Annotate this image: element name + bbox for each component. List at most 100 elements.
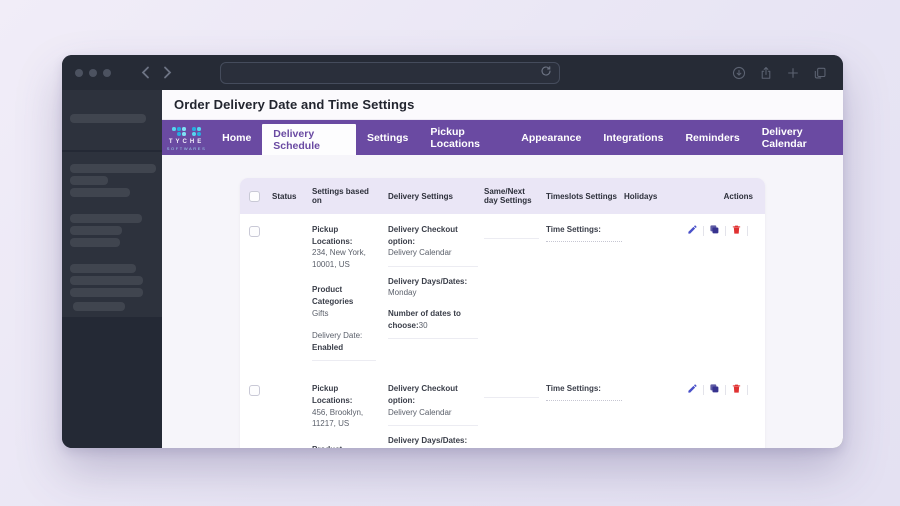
new-tab-icon[interactable] [786,66,800,80]
delivery-days-value: Monday [388,288,417,298]
tyche-logo-word: TYCHE [168,138,205,145]
nav-tab-delivery-calendar[interactable]: Delivery Calendar [761,125,807,150]
toggle-knob [260,226,270,236]
duplicate-pages-icon [709,224,720,235]
duplicate-button[interactable] [709,383,720,394]
num-dates-label: Number of dates to choose: [388,308,461,330]
delivery-settings-cell: Delivery Checkout option: Delivery Calen… [388,383,484,448]
duplicate-pages-icon [709,383,720,394]
share-icon[interactable] [759,66,773,80]
checkout-option-value: Delivery Calendar [388,407,452,417]
delivery-date-value: Enabled [312,342,344,352]
delivery-schedules-table: Status Settings based on Delivery Settin… [240,178,765,448]
nav-tab-settings[interactable]: Settings [366,131,409,144]
table-row: Pickup Locations: 456, Brooklyn, 11217, … [240,373,765,448]
sidebar-skeleton-item [70,188,130,197]
sidebar-section-top [62,90,162,152]
checkout-option-label: Delivery Checkout option: [388,384,458,405]
timeslots-cell: Time Settings: [546,224,624,361]
back-icon[interactable] [141,66,150,79]
duplicate-button[interactable] [709,224,720,235]
window-close-button[interactable] [75,68,83,77]
delivery-days-label: Delivery Days/Dates: [388,436,468,446]
delete-trash-icon [731,224,742,235]
row-checkbox[interactable] [249,226,260,237]
header-actions: Actions [723,191,753,201]
content-area: Status Settings based on Delivery Settin… [162,155,843,448]
header-same-next-day: Same/Next day Settings [484,187,532,205]
cell-divider [388,265,478,267]
timeslots-cell: Time Settings: [546,383,624,448]
tyche-logo: TYCHE SOFTWARES [162,120,211,155]
delete-button[interactable] [731,383,742,394]
nav-tab-pickup-locations[interactable]: Pickup Locations [430,125,480,150]
action-separator [747,385,748,396]
select-all-checkbox[interactable] [249,190,260,202]
action-separator [747,226,748,236]
edit-pencil-icon [687,383,698,394]
nav-tab-home[interactable]: Home [222,131,252,144]
row-actions [680,224,765,361]
admin-main: Order Delivery Date and Time Settings TY… [162,90,843,448]
table-header-row: Status Settings based on Delivery Settin… [240,178,765,214]
window-maximize-button[interactable] [103,68,111,77]
tab-overview-icon[interactable] [813,66,827,80]
browser-titlebar [62,55,843,90]
nav-tab-appearance[interactable]: Appearance [521,131,582,144]
sidebar-skeleton-item [70,226,122,235]
table-row: Pickup Locations: 234, New York, 10001, … [240,214,765,373]
product-categories-label: Product Categories [312,285,354,306]
sidebar-skeleton-item [70,114,146,123]
row-checkbox[interactable] [249,385,260,397]
admin-sidebar [62,90,162,448]
action-separator [703,226,704,236]
browser-window: Order Delivery Date and Time Settings TY… [62,55,843,448]
time-settings-label: Time Settings: [546,384,601,394]
delivery-days-label: Delivery Days/Dates: [388,276,468,286]
empty-field-line [484,397,539,399]
action-separator [725,385,726,396]
download-icon[interactable] [732,66,746,80]
browser-nav-arrows [141,66,172,79]
nav-tab-reminders[interactable]: Reminders [685,131,740,144]
sidebar-skeleton-item [70,264,136,273]
header-settings-based-on: Settings based on [312,187,369,205]
delivery-date-label: Delivery Date: [312,331,363,341]
tyche-logo-dots-icon [172,127,202,137]
browser-toolbar-icons [732,66,827,80]
edit-button[interactable] [687,224,698,235]
empty-field-dotted-line [546,240,622,242]
time-settings-label: Time Settings: [546,225,601,234]
checkout-option-label: Delivery Checkout option: [388,225,458,246]
page-title: Order Delivery Date and Time Settings [174,97,415,112]
header-status: Status [272,191,297,201]
forward-icon[interactable] [163,66,172,79]
delete-trash-icon [731,383,742,394]
nav-tab-integrations[interactable]: Integrations [603,131,664,144]
window-controls[interactable] [75,68,111,77]
plugin-nav-bar: TYCHE SOFTWARES Home Delivery Schedule S… [162,120,843,155]
delete-button[interactable] [731,224,742,235]
pickup-locations-value: 234, New York, 10001, US [312,248,366,269]
pickup-locations-value: 456, Brooklyn, 11217, US [312,407,364,429]
address-bar[interactable] [220,61,560,84]
action-separator [725,226,726,236]
same-next-day-cell [484,383,546,448]
sidebar-skeleton-item [70,238,120,247]
sidebar-skeleton-item [70,214,142,223]
nav-tab-delivery-schedule[interactable]: Delivery Schedule [262,124,356,155]
same-next-day-cell [484,224,546,361]
product-categories-value: Gifts [312,308,329,318]
header-delivery-settings: Delivery Settings [388,191,453,201]
sidebar-skeleton-item [70,288,143,297]
header-holidays: Holidays [624,191,658,201]
refresh-icon[interactable] [540,64,552,82]
cell-divider [312,360,376,362]
window-minimize-button[interactable] [89,68,97,77]
holidays-cell [624,224,680,361]
header-timeslots: Timeslots Settings [546,191,617,201]
num-dates-value: 30 [418,320,428,330]
pickup-locations-label: Pickup Locations: [312,384,353,405]
edit-button[interactable] [687,383,698,394]
cell-divider [388,338,478,340]
